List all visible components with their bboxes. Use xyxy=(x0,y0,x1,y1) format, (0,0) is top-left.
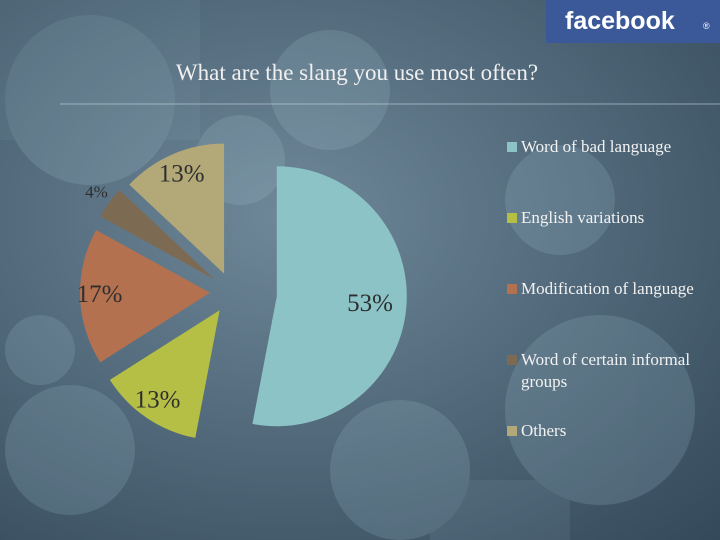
legend-item: Word of certain informal groups xyxy=(505,349,705,420)
data-label: 13% xyxy=(135,386,181,413)
background-decoration xyxy=(5,15,695,540)
logo-box xyxy=(546,0,720,43)
logo-mark: ® xyxy=(703,21,710,31)
data-label: 4% xyxy=(85,182,108,201)
data-label: 13% xyxy=(159,161,205,188)
legend-item: Word of bad language xyxy=(505,136,705,207)
legend-label: Others xyxy=(521,421,567,440)
chart-title: What are the slang you use most often? xyxy=(176,60,538,85)
pie-slice xyxy=(109,310,220,438)
legend-swatch xyxy=(507,426,517,436)
legend-label: Word of certain informal groups xyxy=(521,350,691,391)
legend-label: Modification of language xyxy=(521,279,694,298)
pie: 53% 13% 17% 4% 13% xyxy=(77,143,407,438)
pie-slice xyxy=(129,143,225,274)
data-label: 17% xyxy=(77,281,123,308)
legend-item: Others xyxy=(505,420,705,491)
logo: facebook xyxy=(565,7,675,35)
legend-label: English variations xyxy=(521,208,645,227)
legend-item: English variations xyxy=(505,207,705,278)
legend-swatch xyxy=(507,284,517,294)
legend-label: Word of bad language xyxy=(521,137,672,156)
legend-item: Modification of language xyxy=(505,278,705,349)
data-label: 53% xyxy=(347,290,393,317)
pie-slice xyxy=(252,166,407,427)
legend-swatch xyxy=(507,213,517,223)
legend-swatch xyxy=(507,355,517,365)
pie-slice xyxy=(100,190,215,280)
legend-swatch xyxy=(507,142,517,152)
legend: Word of bad language English variations Mo… xyxy=(505,136,705,491)
pie-slice xyxy=(80,230,211,363)
